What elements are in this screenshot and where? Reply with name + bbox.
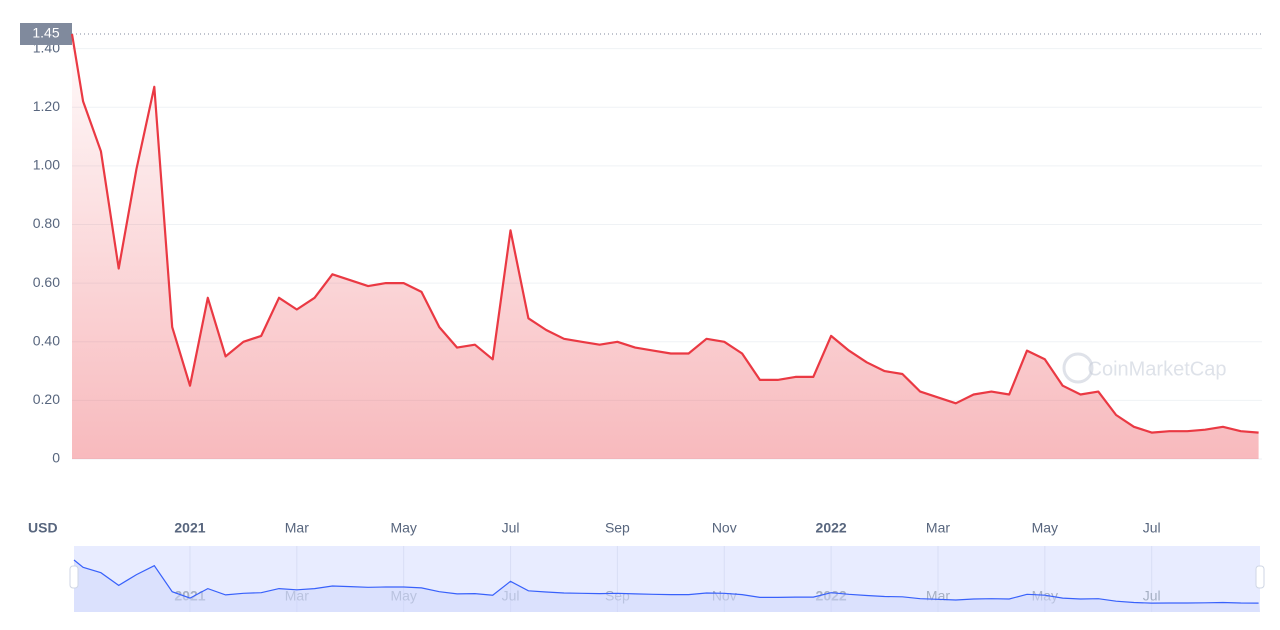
y-tick-label: 0.20 bbox=[33, 391, 60, 407]
x-tick-label: 2021 bbox=[174, 520, 205, 536]
price-line bbox=[70, 33, 1259, 434]
navigator-area bbox=[74, 560, 1260, 612]
navigator-handle[interactable] bbox=[69, 565, 79, 589]
x-tick-label: May bbox=[1032, 520, 1058, 536]
navigator-handle[interactable] bbox=[1255, 565, 1265, 589]
x-tick-label: Jul bbox=[1143, 520, 1161, 536]
navigator-tick-label: Jul bbox=[1143, 588, 1161, 604]
x-tick-label: Mar bbox=[926, 520, 950, 536]
watermark: CoinMarketCap bbox=[1088, 358, 1227, 380]
x-tick-label: Mar bbox=[285, 520, 309, 536]
price-badge bbox=[20, 23, 72, 45]
x-tick-label: May bbox=[390, 520, 416, 536]
y-tick-label: 1.00 bbox=[33, 157, 60, 173]
y-tick-label: 0.40 bbox=[33, 332, 60, 348]
y-tick-label: 1.20 bbox=[33, 98, 60, 114]
x-tick-label: Sep bbox=[605, 520, 630, 536]
currency-label: USD bbox=[28, 520, 58, 536]
y-tick-label: 0 bbox=[52, 450, 60, 466]
x-tick-label: Jul bbox=[502, 520, 520, 536]
price-badge-label: 1.45 bbox=[32, 25, 59, 41]
navigator-line bbox=[73, 559, 1259, 604]
watermark-logo bbox=[1062, 352, 1094, 384]
x-tick-label: Nov bbox=[712, 520, 737, 536]
price-area bbox=[72, 34, 1259, 459]
y-tick-label: 0.60 bbox=[33, 274, 60, 290]
x-tick-label: 2022 bbox=[816, 520, 847, 536]
y-tick-label: 0.80 bbox=[33, 215, 60, 231]
